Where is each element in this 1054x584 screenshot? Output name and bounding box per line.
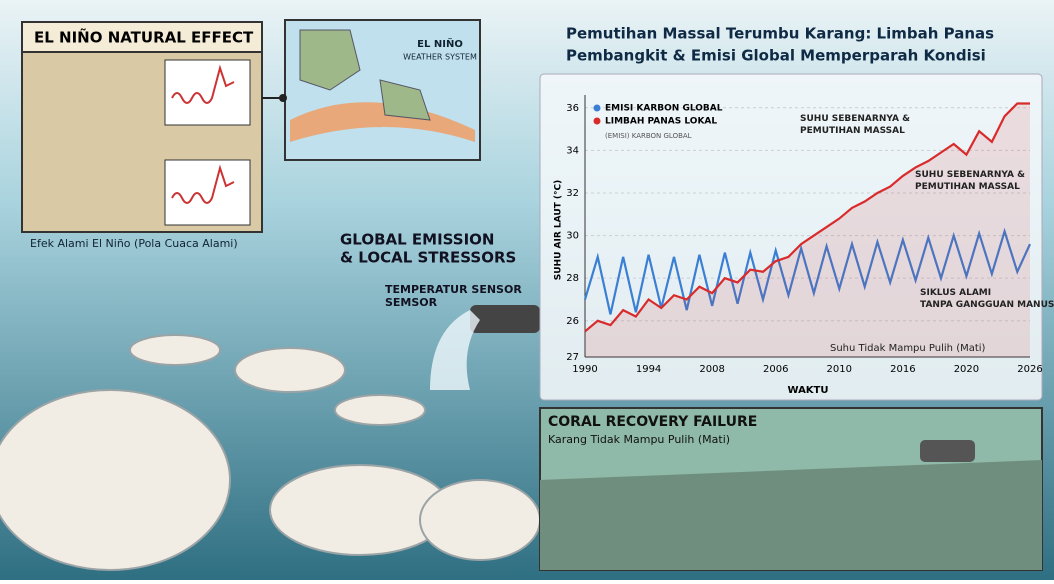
sensor-label: SEMSOR — [385, 296, 438, 309]
annotation: SUHU SEBENARNYA & PEMUTIHAN MASSAL — [915, 170, 1025, 192]
annotation-line: TANPA GANGGUAN MANUSIA — [920, 300, 1054, 310]
panel-title: CORAL RECOVERY FAILURE — [548, 414, 757, 430]
series-line — [584, 102, 1030, 333]
legend-note: (EMISI) KARBON GLOBAL — [605, 132, 692, 140]
y-tick-label: 30 — [566, 231, 579, 242]
panel-subtitle: Karang Tidak Mampu Pulih (Mati) — [548, 433, 730, 446]
x-tick-label: 2006 — [763, 364, 788, 375]
annotation-line: PEMUTIHAN MASSAL — [915, 182, 1020, 192]
legend-marker — [593, 104, 601, 112]
panel-title: EL NIÑO NATURAL EFFECT — [34, 28, 254, 47]
mini-chart — [164, 159, 251, 226]
outflow-pipe — [470, 305, 540, 333]
chart-panel — [539, 73, 1043, 401]
chart-title: Pembangkit & Emisi Global Memperparah Ko… — [566, 47, 986, 65]
seabed — [540, 460, 1042, 570]
x-tick-label: 2016 — [890, 364, 915, 375]
y-tick-label: 27 — [566, 352, 579, 363]
mini-chart-line — [171, 164, 235, 204]
map-subtitle: WEATHER SYSTEM — [403, 53, 477, 62]
chart-title: Pemutihan Massal Terumbu Karang: Limbah … — [566, 25, 994, 43]
mini-chart-line — [171, 64, 235, 104]
map-land — [299, 29, 431, 121]
coral-illustration — [0, 334, 541, 571]
series-line — [583, 227, 1031, 315]
annotation: Suhu Tidak Mampu Pulih (Mati) — [830, 343, 986, 354]
map-warm-band — [290, 102, 475, 142]
y-tick-label: 36 — [566, 103, 579, 114]
annotation: SIKLUS ALAMI TANPA GANGGUAN MANUSIA — [920, 288, 1054, 310]
y-tick-label: 26 — [566, 316, 579, 327]
sensor-label: TEMPERATUR SENSOR — [385, 283, 522, 296]
annotation-line: SUHU SEBENARNYA & — [800, 114, 910, 124]
section-title: GLOBAL EMISSION — [340, 231, 494, 249]
annotation-line: SUHU SEBENARNYA & — [915, 170, 1025, 180]
y-axis-label: SUHU AIR LAUT (°C) — [554, 180, 564, 280]
x-tick-label: 2010 — [827, 364, 852, 375]
x-tick-label: 1990 — [572, 364, 597, 375]
panel-caption: Efek Alami El Niño (Pola Cuaca Alami) — [30, 237, 238, 250]
x-tick-label: 2026 — [1017, 364, 1042, 375]
section-title: & LOCAL STRESSORS — [340, 249, 516, 267]
y-tick-label: 34 — [566, 145, 579, 156]
outflow-water — [430, 310, 480, 390]
map-title: EL NIÑO — [417, 37, 463, 50]
annotation-line: PEMUTIHAN MASSAL — [800, 126, 905, 136]
legend-label: LIMBAH PANAS LOKAL — [605, 117, 717, 127]
legend-marker — [593, 117, 601, 125]
annotation-line: SIKLUS ALAMI — [920, 288, 991, 298]
y-tick-label: 32 — [566, 188, 579, 199]
x-axis-label: WAKTU — [787, 385, 828, 396]
x-tick-label: 2020 — [954, 364, 979, 375]
annotation: SUHU SEBENARNYA & PEMUTIHAN MASSAL — [800, 114, 910, 136]
x-tick-label: 2008 — [699, 364, 724, 375]
x-tick-label: 1994 — [636, 364, 661, 375]
panel-header — [21, 21, 263, 53]
legend-label: EMISI KARBON GLOBAL — [605, 104, 723, 114]
y-tick-label: 28 — [566, 273, 579, 284]
mini-chart — [164, 59, 251, 126]
outflow-pipe — [920, 440, 975, 462]
